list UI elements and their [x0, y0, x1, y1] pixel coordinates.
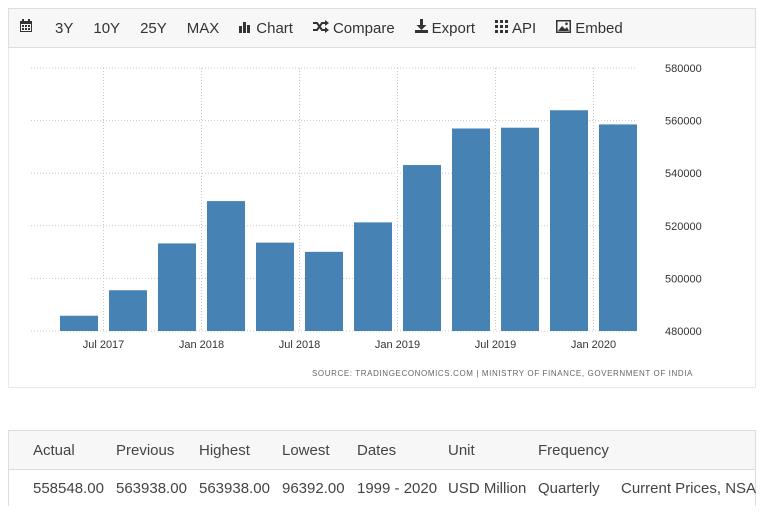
x-tick-label: Jul 2018 [279, 339, 321, 351]
api-button-label: API [512, 19, 537, 37]
value-frequency: Quarterly [538, 480, 600, 497]
bar-chart: 480000 500000 520000 540000 560000 580000 Jul … [31, 63, 702, 351]
header-unit: Unit [448, 441, 475, 459]
chart-source: SOURCE: TRADINGECONOMICS.COM | MINISTRY … [311, 369, 693, 378]
bar-q3-2019 [501, 127, 539, 332]
bar-q1-2018 [207, 201, 245, 331]
embed-button[interactable]: Embed [546, 9, 633, 47]
y-tick-label: 520000 [665, 221, 702, 233]
x-tick-label: Jan 2018 [179, 339, 224, 351]
grid-icon [495, 19, 512, 37]
bar-q2-2019 [452, 128, 490, 331]
y-tick-label: 540000 [665, 168, 702, 180]
indicator-summary-table: Actual Previous Highest Lowest Dates Uni… [8, 430, 757, 507]
calendar-icon [19, 19, 33, 37]
value-actual: 558548.00 [33, 480, 104, 497]
x-tick-label: Jan 2019 [375, 339, 420, 351]
embed-button-label: Embed [575, 19, 623, 37]
header-lowest: Lowest [282, 441, 330, 459]
value-lowest: 96392.00 [282, 480, 345, 497]
x-tick-label: Jul 2019 [475, 339, 517, 351]
header-dates: Dates [357, 441, 397, 459]
x-tick-label: Jul 2017 [83, 339, 125, 351]
bar-q4-2018 [354, 222, 392, 331]
bar-q2-2018 [256, 242, 294, 331]
bar-q4-2017 [158, 243, 196, 331]
range-25y-button[interactable]: 25Y [140, 19, 167, 37]
chart-button-label: Chart [256, 19, 293, 37]
header-highest: Highest [199, 441, 250, 459]
bar-q3-2017 [109, 290, 147, 331]
compare-button-label: Compare [332, 19, 395, 37]
y-tick-label: 500000 [665, 273, 702, 285]
chart-button[interactable]: Chart [229, 9, 303, 47]
y-tick-label: 480000 [665, 326, 702, 338]
chart-toolbar: 3Y 10Y 25Y MAX Chart Compare Export [8, 8, 756, 48]
bar-q1-2019 [403, 165, 441, 331]
calendar-button[interactable] [9, 9, 45, 47]
range-max-button[interactable]: MAX [186, 19, 220, 37]
header-actual: Actual [33, 441, 75, 459]
export-button-label: Export [431, 19, 476, 37]
y-tick-label: 560000 [665, 116, 702, 128]
y-tick-label: 580000 [665, 63, 702, 75]
bar-q2-2017 [60, 315, 98, 331]
header-previous: Previous [116, 441, 175, 459]
value-unit: USD Million [448, 480, 527, 497]
chart-panel: 480000 500000 520000 540000 560000 580000 Jul … [8, 48, 756, 388]
summary-header-row: Actual Previous Highest Lowest Dates Uni… [9, 431, 755, 470]
value-dates: 1999 - 2020 [357, 480, 438, 497]
compare-button[interactable]: Compare [303, 9, 405, 47]
download-icon [414, 19, 432, 37]
value-highest: 563938.00 [199, 480, 270, 497]
bar-chart-icon [239, 20, 256, 37]
bar-q4-2019 [550, 110, 588, 331]
api-button[interactable]: API [485, 9, 546, 47]
shuffle-icon [312, 19, 333, 37]
value-notes: Current Prices, NSA [621, 480, 757, 497]
range-3y-button[interactable]: 3Y [55, 19, 74, 37]
x-tick-label: Jan 2020 [571, 339, 616, 351]
image-icon [556, 19, 575, 37]
bar-q1-2020 [599, 124, 637, 331]
summary-value-row: 558548.00 563938.00 563938.00 96392.00 1… [9, 470, 757, 507]
header-frequency: Frequency [538, 441, 609, 459]
range-10y-button[interactable]: 10Y [93, 19, 121, 37]
value-previous: 563938.00 [116, 480, 187, 497]
bar-q3-2018 [305, 251, 343, 331]
export-button[interactable]: Export [405, 9, 485, 47]
